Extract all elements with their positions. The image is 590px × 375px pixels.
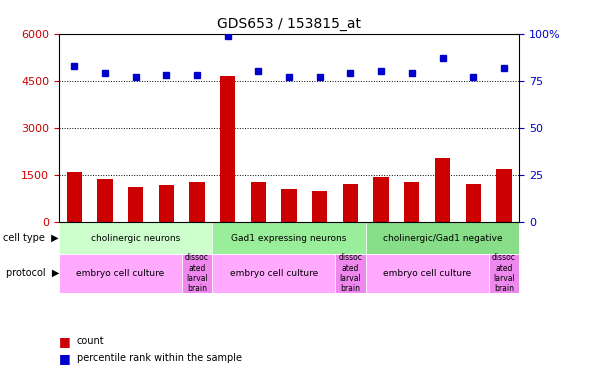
Text: count: count xyxy=(77,336,104,346)
Text: dissoc
ated
larval
brain: dissoc ated larval brain xyxy=(492,253,516,294)
Text: embryo cell culture: embryo cell culture xyxy=(76,269,165,278)
Text: cholinergic/Gad1 negative: cholinergic/Gad1 negative xyxy=(383,234,502,243)
Bar xyxy=(466,184,481,222)
FancyBboxPatch shape xyxy=(335,254,366,292)
Title: GDS653 / 153815_at: GDS653 / 153815_at xyxy=(217,17,361,32)
Bar xyxy=(343,184,358,222)
Bar xyxy=(159,185,174,222)
Bar xyxy=(128,188,143,222)
Text: dissoc
ated
larval
brain: dissoc ated larval brain xyxy=(339,253,362,294)
Text: protocol  ▶: protocol ▶ xyxy=(6,268,59,278)
FancyBboxPatch shape xyxy=(366,222,519,254)
Text: dissoc
ated
larval
brain: dissoc ated larval brain xyxy=(185,253,209,294)
FancyBboxPatch shape xyxy=(182,254,212,292)
Bar xyxy=(281,189,297,222)
Text: cholinergic neurons: cholinergic neurons xyxy=(91,234,181,243)
Text: embryo cell culture: embryo cell culture xyxy=(383,269,471,278)
Bar xyxy=(373,177,389,222)
FancyBboxPatch shape xyxy=(212,222,366,254)
Text: ■: ■ xyxy=(59,335,71,348)
FancyBboxPatch shape xyxy=(366,254,489,292)
Text: ■: ■ xyxy=(59,352,71,364)
Text: Gad1 expressing neurons: Gad1 expressing neurons xyxy=(231,234,347,243)
Bar xyxy=(251,182,266,222)
Text: cell type  ▶: cell type ▶ xyxy=(4,233,59,243)
Bar xyxy=(67,172,82,222)
FancyBboxPatch shape xyxy=(212,254,335,292)
FancyBboxPatch shape xyxy=(59,254,182,292)
Bar xyxy=(404,182,419,222)
Bar xyxy=(189,182,205,222)
Bar xyxy=(435,158,450,222)
FancyBboxPatch shape xyxy=(59,222,212,254)
Text: percentile rank within the sample: percentile rank within the sample xyxy=(77,353,242,363)
Text: embryo cell culture: embryo cell culture xyxy=(230,269,318,278)
Bar xyxy=(496,169,512,222)
Bar xyxy=(312,190,327,222)
FancyBboxPatch shape xyxy=(489,254,519,292)
Bar xyxy=(220,76,235,222)
Bar xyxy=(97,178,113,222)
